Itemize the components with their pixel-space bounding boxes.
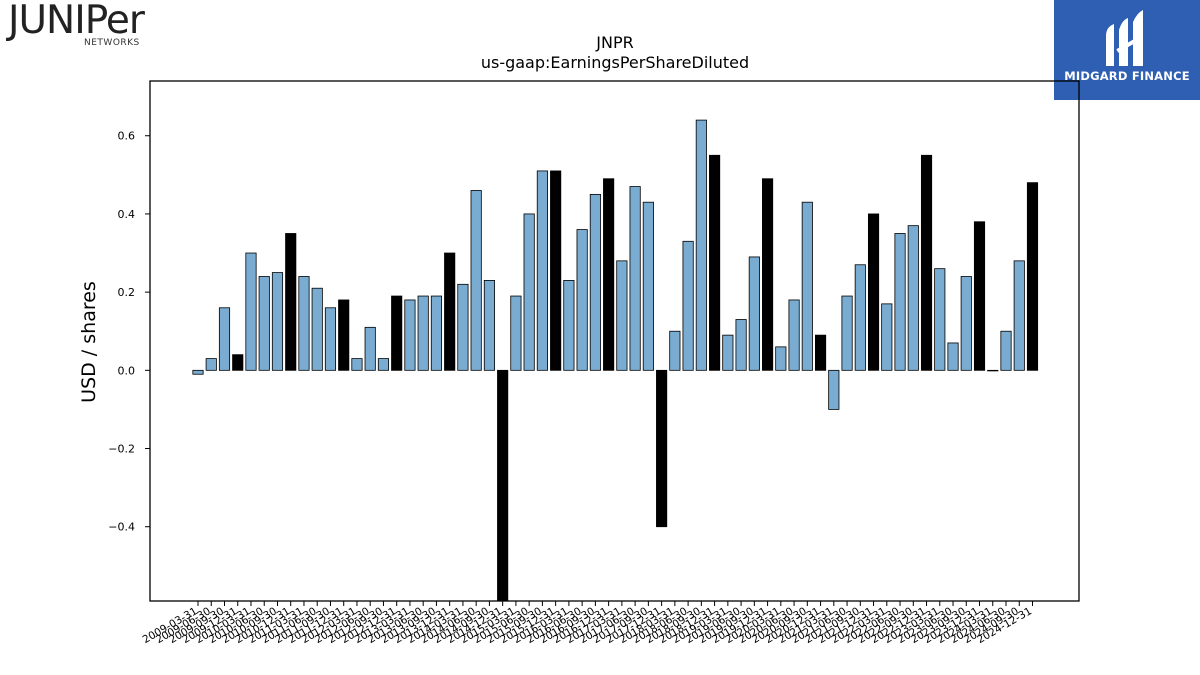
bar-2022-12-31: [920, 154, 933, 371]
bar-2012-03-31: [351, 358, 363, 371]
juniper-logo: JUNIPer NETWORKS: [4, 0, 164, 50]
y-tick-label: 0.6: [118, 130, 136, 143]
bar-2016-06-30: [576, 229, 588, 371]
bar-2020-03-31: [775, 346, 787, 371]
bar-2009-03-31: [192, 369, 204, 375]
bar-2013-03-31: [404, 299, 416, 371]
bar-2013-09-30: [430, 295, 442, 371]
bar-2014-03-31: [457, 283, 469, 371]
bar-2010-06-30: [258, 276, 270, 371]
bar-2018-03-31: [669, 330, 681, 371]
y-tick-label: −0.4: [108, 521, 135, 534]
bar-2018-09-30: [695, 119, 707, 371]
bar-2023-03-31: [934, 268, 946, 371]
bar-2024-09-30: [1013, 260, 1025, 371]
midgard-finance-logo: MIDGARD FINANCE: [1054, 0, 1200, 100]
bar-2019-03-31: [722, 334, 734, 371]
bar-2016-09-30: [589, 193, 601, 371]
bar-2019-12-31: [762, 178, 774, 371]
bar-2016-03-31: [563, 279, 575, 371]
bar-2013-06-30: [417, 295, 429, 371]
bar-2009-12-31: [232, 354, 244, 371]
x-axis: 2009-03-312009-06-302009-09-302009-12-31…: [141, 601, 1034, 646]
bar-2015-03-31: [510, 295, 522, 371]
bar-2019-09-30: [748, 256, 760, 371]
bar-series: [192, 119, 1039, 602]
chart-subtitle: us-gaap:EarningsPerShareDiluted: [481, 53, 749, 72]
bar-2021-03-31: [828, 369, 840, 410]
bar-2011-06-30: [311, 287, 323, 371]
bar-2024-06-30: [1000, 330, 1012, 371]
bar-2023-09-30: [960, 276, 972, 371]
bar-2009-06-30: [205, 358, 217, 371]
bar-2010-12-31: [285, 233, 297, 371]
bar-2023-06-30: [947, 342, 959, 371]
bar-2017-03-31: [616, 260, 628, 371]
bar-2011-12-31: [338, 299, 350, 371]
bar-2014-06-30: [470, 190, 482, 371]
bar-2010-03-31: [245, 252, 257, 371]
bar-2021-12-31: [867, 213, 880, 371]
bar-2017-12-31: [656, 369, 668, 528]
bar-2017-06-30: [629, 186, 641, 371]
bar-2016-12-31: [603, 178, 615, 371]
midgard-finance-wordmark: MIDGARD FINANCE: [1064, 69, 1190, 83]
bar-2010-09-30: [271, 272, 284, 371]
bar-2018-12-31: [709, 154, 721, 371]
bar-2012-09-30: [377, 358, 390, 371]
juniper-logo-wordmark: JUNIPer: [8, 0, 145, 43]
bar-2011-09-30: [324, 307, 337, 371]
juniper-logo-subtitle: NETWORKS: [84, 38, 140, 48]
y-axis-label: USD / shares: [78, 281, 100, 403]
y-tick-label: 0.4: [118, 208, 136, 221]
bar-2019-06-30: [735, 319, 747, 371]
bar-2017-09-30: [642, 201, 654, 371]
bar-2020-06-30: [788, 299, 800, 371]
bar-2018-06-30: [682, 240, 694, 371]
bar-2023-12-31: [973, 221, 986, 371]
bar-2020-12-31: [815, 334, 827, 371]
y-tick-label: 0.0: [118, 364, 136, 377]
y-tick-label: 0.2: [118, 286, 136, 299]
bar-2015-06-30: [523, 213, 535, 371]
bar-2022-06-30: [894, 233, 906, 371]
bar-2015-12-31: [550, 170, 562, 371]
bar-2024-03-31: [987, 369, 999, 372]
bar-2014-09-30: [483, 279, 495, 371]
midgard-mark-icon: [1106, 10, 1143, 66]
bar-2021-09-30: [854, 264, 866, 371]
y-axis: −0.4 −0.2 0.0 0.2 0.4 0.6: [108, 130, 150, 534]
bar-2015-09-30: [536, 170, 548, 371]
chart-title: JNPR: [595, 33, 633, 52]
bar-2012-06-30: [364, 326, 376, 371]
bar-2022-03-31: [881, 303, 893, 371]
bar-2020-09-30: [801, 201, 813, 371]
bar-2009-09-30: [218, 307, 231, 371]
bar-2013-12-31: [444, 252, 456, 371]
bar-2014-12-31: [497, 369, 509, 602]
bar-2022-09-30: [907, 225, 919, 371]
plot-frame: [149, 80, 1080, 602]
bar-2024-12-31: [1026, 182, 1039, 371]
bar-2021-06-30: [841, 295, 853, 371]
bar-2011-03-31: [298, 276, 310, 371]
y-tick-label: −0.2: [108, 443, 135, 456]
bar-2012-12-31: [391, 295, 403, 371]
